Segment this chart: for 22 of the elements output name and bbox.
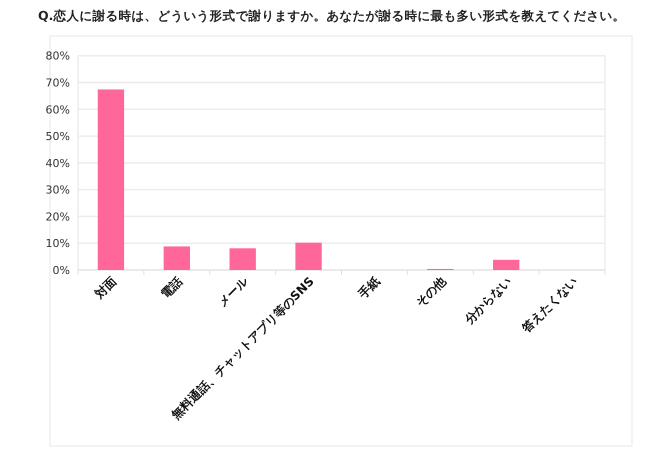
- y-tick-label: 60%: [46, 103, 70, 116]
- y-tick-label: 40%: [46, 156, 70, 170]
- y-tick-label: 20%: [46, 210, 70, 224]
- bar: [230, 248, 256, 270]
- y-tick-label: 0%: [52, 264, 70, 277]
- y-tick-label: 70%: [46, 76, 70, 90]
- y-tick-label: 50%: [46, 130, 70, 144]
- y-tick-label: 10%: [46, 237, 70, 250]
- x-tick-label: 答えたくない: [518, 274, 580, 336]
- y-tick-label: 30%: [46, 184, 70, 197]
- x-tick-label: メール: [215, 274, 252, 310]
- bar: [295, 242, 322, 270]
- title: Q.恋人に謝る時は、どういう形式で謝りますか。あなたが謝る時に最も多い形式を教えてください。: [38, 8, 626, 23]
- x-tick-label: 手紙: [354, 274, 383, 302]
- bar: [493, 260, 520, 270]
- x-tick-label: 対面: [91, 274, 120, 302]
- y-tick-label: 80%: [46, 50, 70, 63]
- x-tick-label: 分からない: [461, 274, 514, 328]
- x-tick-label: 電話: [158, 274, 185, 302]
- bar: [98, 89, 124, 270]
- bar: [164, 246, 190, 270]
- x-tick-label: その他: [413, 274, 450, 310]
